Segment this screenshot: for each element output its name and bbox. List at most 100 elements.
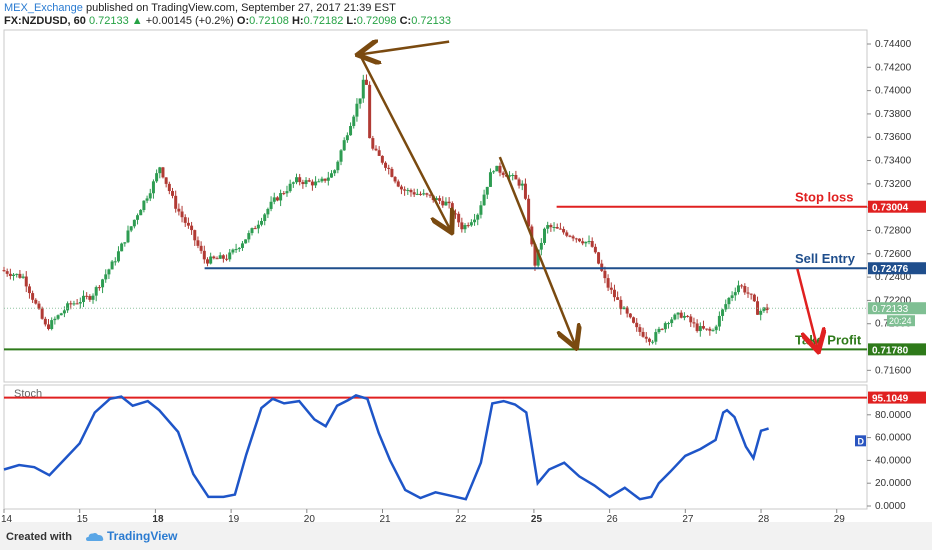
candle-body: [670, 319, 674, 324]
y-tick-label: 0.72400: [875, 272, 912, 283]
price-tag-bg: [868, 200, 926, 213]
candle-body: [256, 224, 260, 229]
candle-body: [72, 303, 76, 305]
candle-body: [2, 270, 6, 272]
candle-body: [240, 243, 244, 248]
candle-body: [609, 287, 613, 290]
candle-body: [361, 79, 365, 99]
candle-body: [597, 252, 601, 264]
candle-body: [129, 226, 133, 231]
stoch-tick-label: 40.0000: [875, 455, 912, 466]
candle-body: [492, 171, 496, 173]
candle-body: [705, 328, 709, 330]
x-tick-label: 20: [304, 514, 316, 522]
stoch-level-tag: 95.1049: [872, 394, 909, 405]
candle-body: [212, 256, 216, 259]
candle-body: [155, 173, 159, 182]
price-tag: 0.72476: [872, 264, 909, 275]
author-link[interactable]: MEX_Exchange: [4, 2, 83, 14]
x-tick-label: 19: [228, 514, 240, 522]
price-tag: 0.71780: [872, 345, 909, 356]
candle-body: [88, 296, 92, 300]
candle-body: [444, 201, 448, 206]
y-tick-label: 0.72200: [875, 295, 912, 306]
candle-body: [43, 318, 47, 325]
x-tick-label: 28: [758, 514, 770, 522]
candle-body: [498, 165, 502, 173]
candle-body: [632, 317, 636, 323]
candle-body: [457, 213, 461, 223]
y-tick-label: 0.72600: [875, 249, 912, 260]
candle-body: [364, 79, 368, 85]
candle-body: [209, 256, 213, 264]
candle-body: [727, 297, 731, 305]
candle-body: [546, 225, 550, 229]
candle-body: [151, 181, 155, 194]
candle-body: [651, 341, 655, 343]
candle-body: [708, 328, 712, 331]
candle-body: [355, 103, 359, 117]
price-tag-bg: [868, 343, 926, 356]
x-tick-label: 14: [1, 514, 13, 522]
candle-body: [34, 299, 38, 304]
candle-body: [574, 238, 578, 240]
candle-body: [701, 326, 705, 329]
candle-body: [482, 194, 486, 206]
candle-body: [511, 175, 515, 177]
tradingview-cloud-icon: [86, 532, 104, 541]
candle-body: [387, 167, 391, 169]
candle-body: [196, 240, 200, 246]
candle-body: [584, 241, 588, 244]
candle-body: [142, 200, 146, 210]
candle-body: [428, 194, 432, 196]
candle-body: [326, 177, 330, 181]
low-value: 0.72098: [356, 15, 397, 27]
tradingview-link[interactable]: TradingView: [86, 529, 177, 543]
chart-header: MEX_Exchange published on TradingView.co…: [4, 2, 928, 28]
candle-body: [215, 258, 219, 260]
candle-body: [116, 251, 120, 262]
candle-body: [62, 310, 66, 314]
last-price-tag: 0.72133: [872, 304, 909, 315]
candle-body: [724, 304, 728, 310]
candle-body: [266, 208, 270, 215]
candle-body: [667, 323, 671, 325]
y-tick-label: 0.73200: [875, 179, 912, 190]
candle-body: [158, 167, 162, 174]
chart-canvas[interactable]: 0.74400 0.74200 0.74000 0.73800 0.73600 0.734…: [0, 0, 932, 522]
stoch-tick-label: 0.0000: [875, 501, 906, 512]
candle-body: [600, 263, 604, 271]
candle-body: [393, 176, 397, 182]
last-price-tag-bg: [868, 302, 926, 315]
candle-body: [218, 255, 222, 259]
candle-body: [676, 312, 680, 315]
candle-body: [104, 274, 108, 280]
candle-body: [679, 312, 683, 318]
candle-body: [97, 287, 101, 289]
candle-body: [549, 225, 553, 228]
candle-body: [8, 273, 12, 276]
trend-arrow: [360, 42, 450, 55]
candle-body: [263, 214, 267, 221]
candle-body: [167, 183, 171, 192]
candle-body: [552, 227, 556, 229]
candle-body: [438, 198, 442, 201]
candle-body: [110, 261, 114, 270]
candle-body: [27, 286, 31, 294]
created-with-text: Created with: [6, 531, 73, 543]
high-label: H:: [291, 15, 304, 27]
candle-body: [75, 303, 79, 305]
candle-body: [476, 214, 480, 220]
candle-body: [53, 318, 57, 321]
candle-body: [161, 167, 165, 178]
candle-body: [349, 126, 353, 136]
candle-body: [202, 250, 206, 260]
candle-body: [453, 213, 457, 215]
candle-body: [730, 295, 734, 298]
candle-body: [523, 183, 527, 199]
candle-body: [132, 219, 136, 227]
candle-body: [635, 322, 639, 328]
candle-body: [247, 233, 251, 240]
candle-body: [485, 186, 489, 195]
candle-body: [177, 208, 181, 212]
